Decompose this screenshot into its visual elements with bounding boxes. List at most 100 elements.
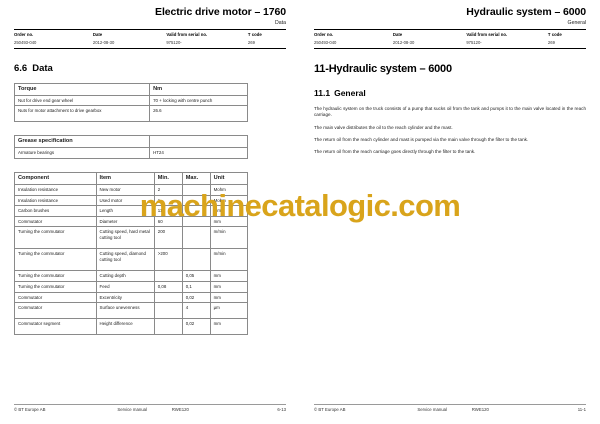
table-cell: mm (209, 291, 248, 304)
chapter-heading: 11-Hydraulic system – 6000 (314, 62, 452, 75)
right-page-title: Hydraulic system – 6000 (466, 6, 586, 18)
table-cell: 0,02 (181, 291, 211, 304)
table-cell: Excentricity (95, 291, 155, 304)
footer-page-number: 11-1 (577, 407, 586, 412)
table-cell: 0,1 (181, 280, 211, 293)
t-code-label: T code (547, 31, 562, 37)
serial-no-label: Valid from serial no. (466, 31, 508, 37)
table-cell: 0,08 (153, 280, 183, 293)
left-page-subtitle: Data (275, 20, 286, 26)
table-cell: Insulation resistance (14, 184, 97, 196)
right-page-subtitle: General (567, 20, 586, 26)
table-header-row: Torque Nm (13, 82, 248, 96)
paragraph: The main valve distributes the oil to th… (314, 124, 453, 130)
component-header-unit: Unit (209, 172, 248, 185)
footer-manual-label: Service manual (117, 407, 147, 412)
table-cell: Feed (95, 280, 155, 293)
order-no-value: 250493-040 (14, 40, 37, 46)
grease-specification-table: Grease specification Armature bearings H… (13, 135, 248, 159)
sub-section-number: 11.1 (314, 87, 331, 98)
date-value: 2012-08-30 (92, 40, 115, 46)
right-page-footer: © BT Europe AB Service manual RWE120 11-… (314, 403, 586, 412)
left-page-footer: © BT Europe AB Service manual RWE120 6-1… (14, 403, 286, 412)
torque-header-component: Torque (13, 82, 151, 96)
footer-copyright: © BT Europe AB (14, 407, 46, 412)
section-title: Data (32, 62, 53, 74)
date-label: Date (392, 31, 403, 37)
table-cell (181, 184, 211, 196)
metadata-value-row: 250493-040 2012-08-30 975120- 269 (14, 39, 286, 48)
section-heading-data: 6.6 Data (14, 63, 286, 74)
table-cell: Cutting speed, diamond cutting tool (95, 248, 155, 272)
table-cell: mm (209, 215, 248, 228)
order-no-label: Order no. (314, 31, 334, 37)
table-cell: Used motor (95, 194, 155, 207)
table-cell: mm (209, 270, 248, 282)
table-cell: Turning the commutator (14, 226, 97, 250)
table-row: Commutator Surface unevenness 4 µm (14, 302, 248, 320)
torque-table: Torque Nm Nut for drive end gear wheel 7… (13, 82, 248, 123)
paragraph: The return oil from the reach cylinder a… (314, 137, 529, 143)
component-header-max: Max. (181, 172, 211, 185)
table-cell: Commutator segment (14, 318, 97, 336)
table-cell: 26.6 (149, 105, 248, 123)
table-row: Insulation resistance New motor 2 Mohm (14, 184, 248, 196)
serial-no-label: Valid from serial no. (166, 31, 208, 37)
table-cell: Cutting speed, hard metal cutting tool (95, 226, 155, 250)
section-number: 6.6 (14, 62, 28, 74)
table-cell (181, 205, 211, 217)
table-cell: Diameter (95, 215, 155, 228)
right-metadata-table: Order no. Date Valid from serial no. T c… (314, 29, 586, 49)
table-cell: Commutator (14, 302, 97, 320)
table-cell: 200 (153, 226, 183, 250)
table-cell: Insulation resistance (14, 194, 97, 207)
table-cell: µm (209, 302, 248, 320)
serial-no-value: 975120- (166, 40, 182, 46)
order-no-value: 250493-040 (314, 40, 337, 46)
table-cell (153, 318, 183, 336)
left-page: Electric drive motor – 1760 Data Order n… (13, 6, 287, 412)
table-cell: Nut for drive end gear wheel (13, 94, 151, 107)
table-row: Turning the commutator Cutting depth 0,0… (14, 270, 248, 282)
torque-header-unit: Nm (149, 82, 248, 96)
paragraph: The return oil from the reach carriage g… (314, 149, 476, 155)
left-page-body: 6.6 Data Torque Nm Nut for drive end gear… (13, 63, 286, 336)
table-cell: 1 (153, 194, 183, 207)
table-header-row: Component Item Min. Max. Unit (14, 172, 248, 185)
table-cell: m/min (209, 226, 248, 250)
table-cell (153, 291, 183, 304)
table-row: Insulation resistance Used motor 1 Mohm (14, 194, 248, 207)
right-page: Hydraulic system – 6000 General Order no… (300, 0, 600, 424)
right-page-header: Hydraulic system – 6000 General Order no… (314, 6, 586, 49)
table-cell: 70 + locking with centre punch (149, 94, 248, 107)
table-cell: Length (95, 205, 155, 217)
date-label: Date (92, 31, 103, 37)
table-cell: 0,05 (181, 270, 211, 282)
table-cell: mm (209, 205, 248, 217)
t-code-label: T code (247, 31, 262, 37)
table-cell: Nuts for motor attachment to drive gearb… (13, 105, 151, 123)
table-cell (181, 215, 211, 228)
table-cell (153, 270, 183, 282)
serial-no-value: 975120- (466, 40, 482, 46)
table-cell: Armature bearings (13, 147, 151, 159)
table-cell: HT24 (149, 147, 248, 159)
table-cell: New motor (95, 184, 155, 196)
table-row: Commutator Excentricity 0,02 mm (14, 291, 248, 304)
table-row: Carbon brushes Length 11 mm (14, 205, 248, 217)
table-row: Commutator segment Height difference 0,0… (14, 318, 248, 336)
table-cell: Surface unevenness (95, 302, 155, 320)
footer-copyright: © BT Europe AB (314, 407, 346, 412)
table-cell: Height difference (95, 318, 155, 336)
left-page-title: Electric drive motor – 1760 (155, 6, 286, 18)
left-page-header: Electric drive motor – 1760 Data Order n… (14, 6, 286, 49)
table-row: Armature bearings HT24 (13, 147, 248, 159)
component-table: Component Item Min. Max. Unit Insulation… (14, 172, 248, 336)
component-header-min: Min. (153, 172, 183, 185)
table-row: Nut for drive end gear wheel 70 + lockin… (13, 94, 248, 107)
grease-header-spec: Grease specification (13, 135, 151, 149)
table-cell: Mohm (209, 194, 248, 207)
footer-manual-label: Service manual (417, 407, 447, 412)
table-cell: >200 (153, 248, 183, 272)
